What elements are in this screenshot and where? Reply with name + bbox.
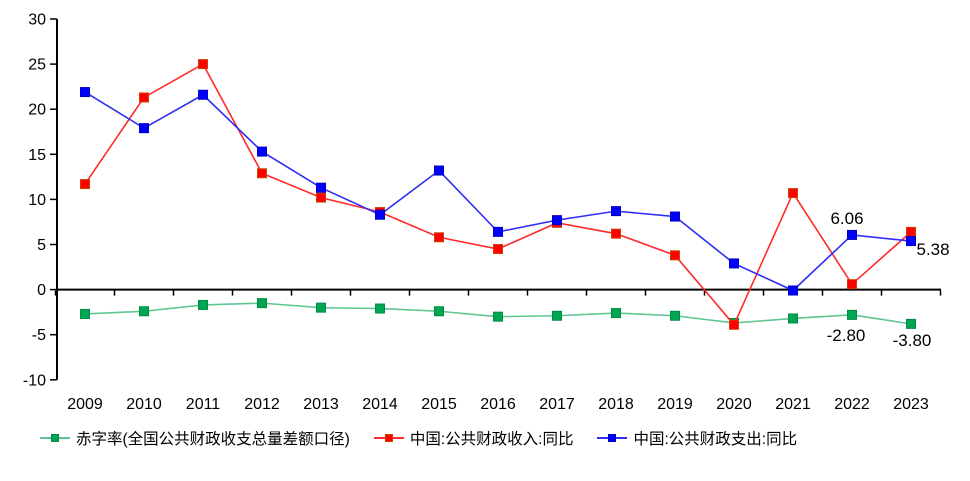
y-tick-label: 25 xyxy=(28,57,46,74)
legend-marker-fiscal-revenue xyxy=(373,433,404,443)
data-point-s2-2009 xyxy=(80,87,90,98)
data-point-s0-2009 xyxy=(80,308,90,319)
y-tick-label: 20 xyxy=(28,102,46,119)
data-point-s1-2010 xyxy=(139,92,149,103)
annotation-label: -3.80 xyxy=(893,331,932,350)
x-tick-label: 2012 xyxy=(244,396,280,413)
y-tick-label: 5 xyxy=(37,237,46,254)
legend-marker-fiscal-expenditure xyxy=(597,433,628,443)
legend-item-fiscal-revenue: 中国:公共财政收入:同比 xyxy=(373,427,574,449)
data-point-s2-2011 xyxy=(198,89,208,100)
data-point-s2-2015 xyxy=(434,165,444,176)
annotation-label: 5.38 xyxy=(917,240,950,259)
legend-marker-deficit-ratio xyxy=(40,433,70,443)
x-tick-label: 2013 xyxy=(303,396,339,413)
data-point-s2-2014 xyxy=(375,209,385,220)
data-point-s2-2018 xyxy=(611,206,621,217)
data-point-s0-2012 xyxy=(257,298,267,309)
x-tick-label: 2022 xyxy=(834,396,870,413)
x-tick-label: 2020 xyxy=(716,396,752,413)
data-point-s0-2010 xyxy=(139,306,149,317)
data-point-s0-2013 xyxy=(316,302,326,313)
chart-legend: 赤字率(全国公共财政收支总量差额口径) 中国:公共财政收入:同比 中国:公共财政… xyxy=(40,427,797,449)
data-point-s0-2016 xyxy=(493,311,503,322)
data-point-s2-2013 xyxy=(316,182,326,193)
legend-label-fiscal-revenue: 中国:公共财政收入:同比 xyxy=(409,431,574,448)
x-tick-label: 2019 xyxy=(657,396,693,413)
legend-label-deficit-ratio: 赤字率(全国公共财政收支总量差额口径) xyxy=(76,431,350,448)
x-tick-label: 2018 xyxy=(598,396,634,413)
data-point-s1-2018 xyxy=(611,228,621,239)
x-tick-label: 2014 xyxy=(362,396,398,413)
data-point-s1-2011 xyxy=(198,59,208,70)
data-point-s2-2021 xyxy=(788,285,798,296)
data-point-s2-2010 xyxy=(139,123,149,134)
y-tick-label: -10 xyxy=(23,372,46,389)
data-point-s1-2021 xyxy=(788,188,798,199)
data-point-s0-2021 xyxy=(788,313,798,324)
data-point-s1-2019 xyxy=(670,250,680,261)
data-point-s0-2018 xyxy=(611,308,621,319)
y-tick-label: 15 xyxy=(28,147,46,164)
x-tick-label: 2023 xyxy=(893,396,929,413)
legend-item-deficit-ratio: 赤字率(全国公共财政收支总量差额口径) xyxy=(40,427,350,449)
data-point-s1-2020 xyxy=(729,319,739,330)
data-point-s2-2017 xyxy=(552,215,562,226)
data-point-s1-2016 xyxy=(493,244,503,255)
legend-item-fiscal-expenditure: 中国:公共财政支出:同比 xyxy=(597,427,797,449)
y-tick-label: 0 xyxy=(37,282,46,299)
x-tick-label: 2017 xyxy=(539,396,575,413)
data-point-s2-2020 xyxy=(729,258,739,269)
y-tick-label: -5 xyxy=(32,327,46,344)
legend-label-fiscal-expenditure: 中国:公共财政支出:同比 xyxy=(633,431,798,448)
x-tick-label: 2010 xyxy=(126,396,162,413)
series-line-2 xyxy=(84,91,912,292)
data-point-s2-2019 xyxy=(670,211,680,222)
data-point-s1-2015 xyxy=(434,232,444,243)
data-point-s1-2023 xyxy=(906,226,916,237)
data-point-s2-2012 xyxy=(257,146,267,157)
data-point-s2-2023 xyxy=(906,236,916,247)
annotation-label: -2.80 xyxy=(827,326,866,345)
data-point-s0-2015 xyxy=(434,306,444,317)
data-point-s1-2012 xyxy=(257,168,267,179)
x-tick-label: 2021 xyxy=(775,396,811,413)
y-tick-label: 30 xyxy=(28,12,46,29)
data-point-s1-2022 xyxy=(847,279,857,290)
data-point-s0-2023 xyxy=(906,318,916,329)
data-point-s0-2017 xyxy=(552,310,562,321)
data-point-s0-2022 xyxy=(847,309,857,320)
data-point-s2-2022 xyxy=(847,229,857,240)
data-point-s1-2009 xyxy=(80,179,90,190)
data-point-s0-2011 xyxy=(198,299,208,310)
y-tick-label: 10 xyxy=(28,192,46,209)
data-point-s0-2014 xyxy=(375,303,385,314)
data-point-s0-2019 xyxy=(670,310,680,321)
data-point-s2-2016 xyxy=(493,226,503,237)
x-tick-label: 2011 xyxy=(186,396,221,413)
data-point-s1-2013 xyxy=(316,192,326,203)
x-tick-label: 2016 xyxy=(480,396,516,413)
x-tick-label: 2015 xyxy=(421,396,457,413)
series-line-1 xyxy=(84,63,912,327)
annotation-label: 6.06 xyxy=(830,209,863,228)
x-tick-label: 2009 xyxy=(67,396,103,413)
